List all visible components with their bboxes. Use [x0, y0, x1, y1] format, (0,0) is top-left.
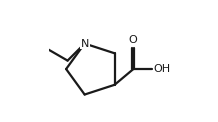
Text: O: O: [129, 35, 138, 45]
Text: OH: OH: [153, 64, 170, 74]
Text: N: N: [80, 39, 89, 49]
